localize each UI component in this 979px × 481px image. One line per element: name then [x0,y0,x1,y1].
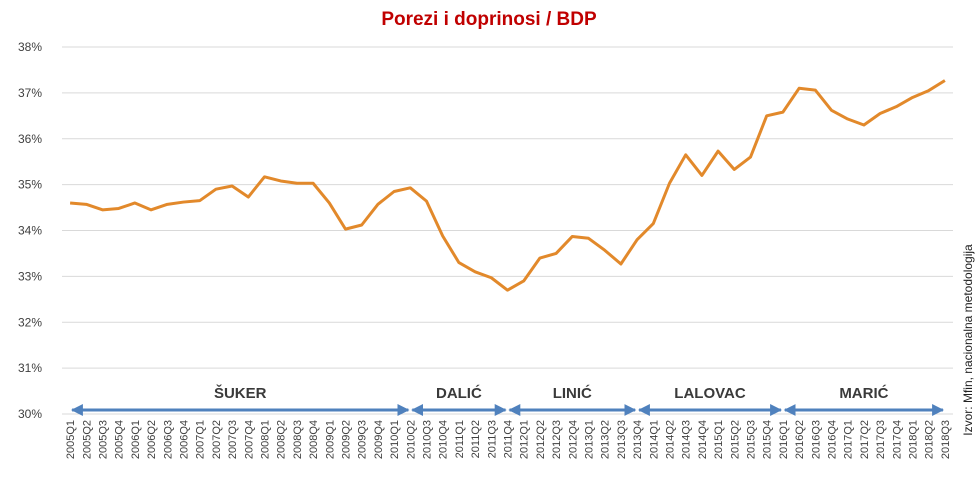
period-label: LALOVAC [674,385,746,402]
x-tick-label: 2017Q3 [875,420,887,459]
x-tick-label: 2005Q4 [114,420,126,459]
x-tick-label: 2009Q3 [357,420,369,459]
x-tick-label: 2006Q2 [146,420,158,459]
x-tick-label: 2008Q1 [260,420,272,459]
x-tick-label: 2012Q2 [535,420,547,459]
x-tick-label: 2007Q1 [195,420,207,459]
x-tick-label: 2010Q3 [422,420,434,459]
x-tick-label: 2007Q2 [211,420,223,459]
y-tick-label: 35% [18,178,42,192]
y-tick-label: 36% [18,132,42,146]
x-tick-label: 2016Q4 [827,420,839,459]
x-tick-label: 2017Q2 [859,420,871,459]
x-tick-label: 2016Q3 [810,420,822,459]
x-tick-label: 2015Q2 [729,420,741,459]
x-tick-label: 2012Q1 [519,420,531,459]
x-tick-label: 2011Q3 [486,420,498,458]
x-tick-label: 2014Q3 [681,420,693,459]
data-line [69,79,946,292]
x-tick-label: 2011Q2 [470,420,482,458]
y-tick-label: 31% [18,361,42,375]
chart-title: Porezi i doprinosi / BDP [381,9,597,30]
x-tick-label: 2015Q4 [762,420,774,459]
x-tick-label: 2007Q4 [243,420,255,459]
x-tick-label: 2012Q4 [567,420,579,459]
x-tick-label: 2006Q3 [162,420,174,459]
x-tick-label: 2005Q1 [65,420,77,459]
x-tick-label: 2012Q3 [551,420,563,459]
x-tick-label: 2006Q1 [130,420,142,459]
x-tick-label: 2014Q1 [648,420,660,459]
y-tick-label: 30% [18,407,42,421]
source-note: Izvor: Mfin, nacionalna metodologija [961,244,975,436]
x-tick-label: 2018Q3 [940,420,952,459]
y-tick-label: 34% [18,224,42,238]
x-tick-label: 2017Q1 [843,420,855,459]
x-tick-label: 2006Q4 [179,420,191,459]
x-tick-label: 2008Q2 [276,420,288,459]
x-tick-label: 2013Q4 [632,420,644,459]
x-tick-label: 2015Q1 [713,420,725,459]
x-tick-label: 2005Q2 [81,420,93,459]
x-tick-label: 2014Q2 [665,420,677,459]
x-tick-label: 2005Q3 [98,420,110,459]
period-label: LINIĆ [553,384,592,402]
x-tick-label: 2014Q4 [697,420,709,459]
x-tick-label: 2016Q2 [794,420,806,459]
x-tick-label: 2013Q3 [616,420,628,459]
x-tick-label: 2010Q4 [438,420,450,459]
x-tick-label: 2016Q1 [778,420,790,459]
x-tick-label: 2009Q4 [373,420,385,459]
x-tick-label: 2009Q2 [341,420,353,459]
x-tick-label: 2007Q3 [227,420,239,459]
period-label: ŠUKER [214,384,267,402]
x-tick-label: 2009Q1 [324,420,336,459]
x-tick-label: 2010Q2 [405,420,417,459]
period-label: MARIĆ [839,384,888,402]
y-tick-label: 32% [18,315,42,329]
x-tick-label: 2015Q3 [746,420,758,459]
y-tick-label: 37% [18,86,42,100]
x-tick-label: 2010Q1 [389,420,401,459]
x-tick-label: 2011Q4 [503,420,515,458]
x-tick-label: 2018Q1 [908,420,920,459]
x-tick-label: 2008Q4 [308,420,320,459]
x-tick-label: 2008Q3 [292,420,304,459]
x-tick-label: 2017Q4 [891,420,903,459]
period-label: DALIĆ [436,384,482,402]
y-tick-label: 38% [18,40,42,54]
x-tick-label: 2013Q2 [600,420,612,459]
x-tick-label: 2011Q1 [454,420,466,458]
y-tick-label: 33% [18,269,42,283]
x-tick-label: 2018Q2 [924,420,936,459]
x-tick-label: 2013Q1 [584,420,596,459]
